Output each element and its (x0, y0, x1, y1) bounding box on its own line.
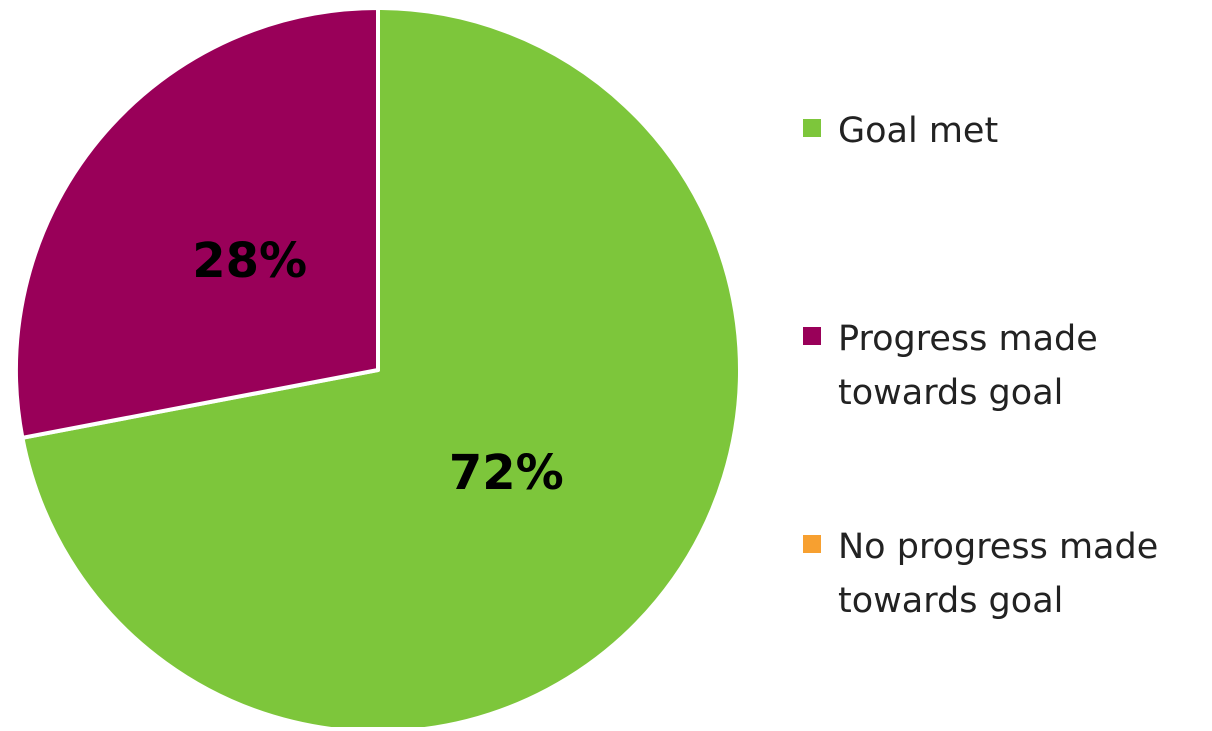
legend-item-no-progress: No progress made towards goal (803, 520, 1198, 628)
data-label-progress-made-towards-goal: 28% (192, 233, 307, 289)
pie-slice-goal-met (20, 6, 742, 731)
legend-label-goal-met: Goal met (838, 111, 999, 151)
pie-data-labels: 72% 28% (192, 233, 564, 501)
legend-item-progress-made: Progress made towards goal (803, 312, 1198, 420)
legend-swatch-no-progress (803, 535, 821, 553)
legend-label-progress-made: Progress made towards goal (838, 319, 1098, 413)
data-label-goal-met: 72% (449, 445, 564, 501)
legend-swatch-progress-made (803, 327, 821, 345)
legend: Goal met Progress made towards goal No p… (803, 0, 1203, 727)
legend-item-goal-met: Goal met (803, 104, 1198, 158)
legend-label-no-progress: No progress made towards goal (838, 527, 1159, 621)
legend-swatch-goal-met (803, 119, 821, 137)
pie-slices (14, 6, 742, 731)
pie-slice-progress-made-towards-goal (14, 6, 380, 440)
